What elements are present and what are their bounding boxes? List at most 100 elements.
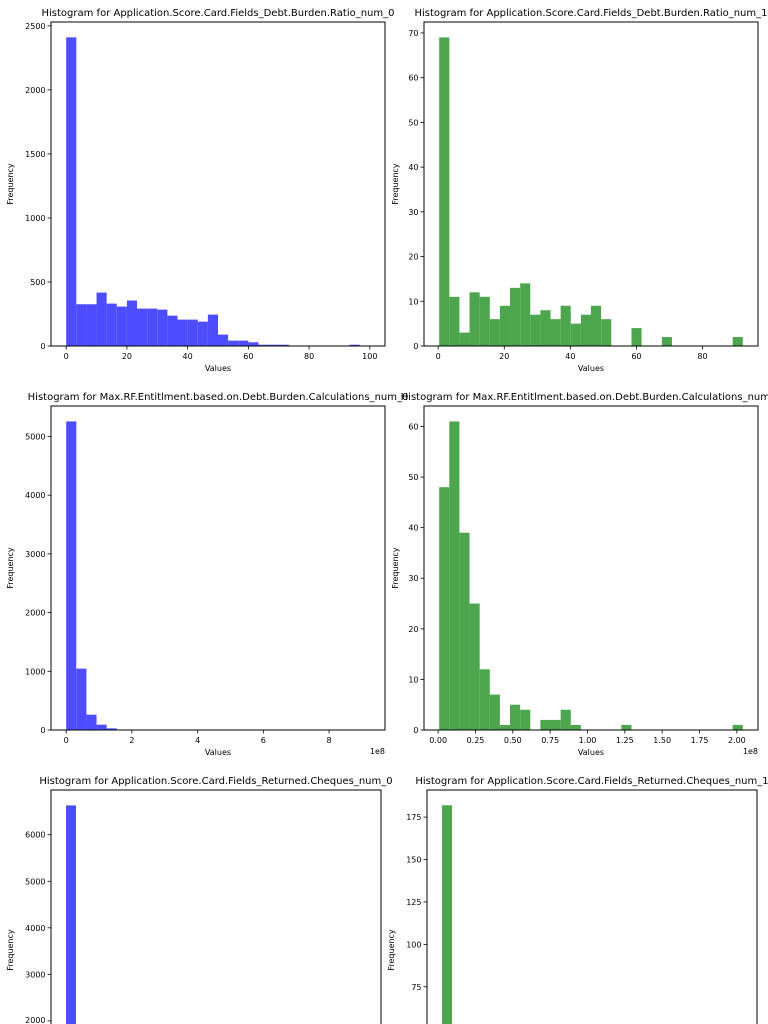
histogram-bar [499, 724, 511, 730]
histogram-bar [479, 296, 490, 346]
axes-frame [50, 405, 386, 731]
y-tick-label: 2500 [25, 22, 45, 31]
x-axis-label: Values [578, 748, 604, 757]
histogram-bar [580, 314, 591, 346]
y-tick-label: 175 [406, 813, 421, 822]
x-tick-label: 1.00 [579, 736, 597, 745]
chart-title: Histogram for Application.Score.Card.Fie… [415, 776, 768, 787]
histogram-bar [228, 340, 239, 346]
histogram-panel-5: 2000 3000 4000 5000 6000 Histogram for Applic… [6, 776, 393, 1024]
histogram-bar [530, 314, 541, 346]
histogram-bar [86, 304, 97, 346]
x-axis-label: Values [205, 364, 231, 373]
x-tick-label: 1.75 [691, 736, 709, 745]
histogram-bar [258, 344, 269, 346]
histogram-bar [86, 714, 97, 730]
y-tick-label: 5000 [25, 877, 45, 886]
x-axis-label: Values [578, 364, 604, 373]
y-tick-label: 10 [408, 675, 418, 684]
y-tick-label: 70 [408, 29, 418, 38]
histogram-bar [479, 669, 490, 730]
y-tick-label: 4000 [25, 924, 45, 933]
x-tick-label: 1.25 [616, 736, 634, 745]
y-tick-label: 4000 [25, 491, 45, 500]
histogram-bar [469, 292, 480, 346]
histogram-bar [106, 728, 117, 730]
y-tick-label: 0 [413, 342, 418, 351]
x-tick-label: 80 [697, 352, 707, 361]
histogram-bar [157, 309, 168, 346]
histogram-panel-4: 0 10 20 30 40 50 60 0.00 0.25 0.50 0.75 1.00 1.25 1.5… [391, 392, 768, 757]
axes-frame [423, 21, 759, 347]
histogram-panel-1: 0 500 1000 1500 2000 2500 0 20 40 60 80 100 Histogra… [6, 8, 395, 373]
y-tick-label: 0 [413, 726, 418, 735]
histogram-panel-2: 0 10 20 30 40 50 60 70 0 20 40 60 80 Histogram for Ap… [391, 8, 768, 373]
y-axis-label: Frequency [6, 163, 15, 205]
y-tick-label: 40 [408, 163, 418, 172]
chart-title: Histogram for Application.Score.Card.Fie… [39, 776, 392, 787]
y-tick-label: 125 [406, 898, 421, 907]
x-tick-label: 0.75 [541, 736, 559, 745]
x-tick-label: 20 [499, 352, 509, 361]
histogram-bar [732, 337, 743, 346]
histogram-bar [499, 305, 511, 346]
bars [66, 37, 360, 347]
histogram-bar [540, 719, 551, 730]
y-tick-label: 60 [408, 422, 418, 431]
y-tick-label: 3000 [25, 970, 45, 979]
chart-title: Histogram for Application.Score.Card.Fie… [415, 8, 768, 19]
histogram-bar [207, 314, 218, 346]
y-tick-label: 0 [40, 726, 45, 735]
histogram-bar [570, 323, 581, 346]
histogram-bar [560, 305, 571, 346]
histogram-bar [147, 308, 158, 346]
x-axis-offset-label: 1e8 [370, 747, 385, 756]
y-tick-label: 2000 [25, 609, 45, 618]
axes-frame [50, 21, 386, 347]
x-tick-label: 2 [129, 736, 134, 745]
histogram-bar [621, 724, 632, 730]
histogram-bar [601, 319, 612, 346]
y-tick-label: 0 [40, 342, 45, 351]
y-tick-label: 2000 [25, 1016, 45, 1024]
axes-frame [423, 405, 759, 731]
histogram-bar [349, 344, 360, 346]
histogram-panel-6: 75 100 125 150 175 Histogram for Application.… [387, 776, 768, 1024]
y-tick-label: 2000 [25, 86, 45, 95]
histogram-bar [167, 315, 178, 346]
x-tick-label: 0.50 [504, 736, 522, 745]
bars [439, 37, 743, 347]
histogram-bar [469, 603, 480, 730]
histogram-bar [510, 704, 521, 730]
y-tick-label: 20 [408, 253, 418, 262]
x-tick-label: 0.00 [429, 736, 447, 745]
x-tick-label: 60 [243, 352, 253, 361]
y-axis-label: Frequency [6, 929, 15, 971]
histogram-bar [96, 724, 107, 730]
histogram-bar [520, 709, 531, 730]
y-tick-label: 100 [406, 940, 421, 949]
y-tick-label: 50 [408, 473, 418, 482]
axes-frame [50, 789, 382, 1024]
chart-title: Histogram for Application.Score.Card.Fie… [42, 8, 395, 19]
x-axis-offset-label: 1e8 [743, 747, 758, 756]
histogram-bar [96, 292, 107, 346]
histogram-bar [489, 694, 500, 730]
histogram-bar [560, 709, 571, 730]
histogram-bar [76, 304, 87, 346]
y-tick-label: 1500 [25, 150, 45, 159]
histogram-bar [116, 306, 127, 346]
histogram-bar [449, 421, 460, 730]
histogram-bar [268, 344, 279, 346]
histogram-bar [177, 319, 188, 346]
x-tick-label: 20 [122, 352, 132, 361]
x-tick-label: 40 [565, 352, 575, 361]
histogram-bar [137, 308, 148, 346]
y-tick-label: 3000 [25, 550, 45, 559]
histogram-bar [238, 340, 249, 346]
chart-title: Histogram for Max.RF.Entitlment.based.on… [401, 392, 768, 403]
histogram-bar [489, 319, 500, 346]
y-tick-label: 1000 [25, 667, 45, 676]
